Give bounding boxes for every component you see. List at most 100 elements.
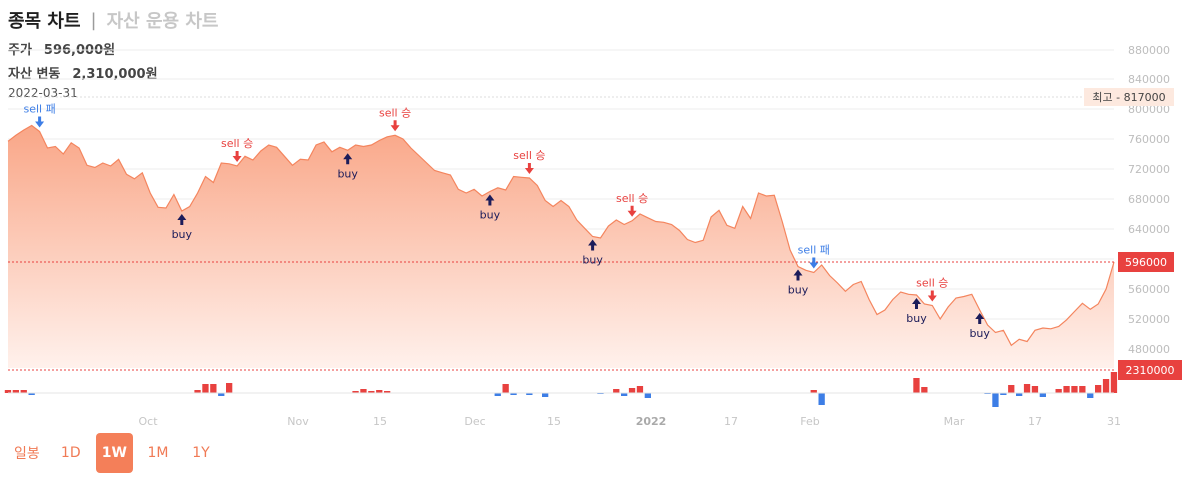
x-tick-label: Nov (287, 415, 309, 428)
x-tick-label: Feb (800, 415, 819, 428)
asset-bar (1095, 385, 1102, 393)
asset-bar (913, 378, 920, 393)
buy-marker-label: buy (788, 284, 809, 297)
tab-separator: | (90, 9, 97, 31)
tab-stock-chart[interactable]: 종목 차트 (8, 11, 81, 32)
asset-bar (526, 393, 533, 395)
asset-bar (542, 393, 549, 397)
sell-arrow-icon (809, 257, 819, 269)
x-tick-label: 15 (547, 415, 561, 428)
buy-marker-label: buy (337, 167, 358, 180)
asset-bar (1023, 384, 1031, 393)
buy-arrow-icon (975, 313, 985, 324)
y-tick-label: 720000 (1128, 163, 1170, 176)
buy-arrow-icon (343, 153, 353, 165)
asset-bar (194, 390, 201, 393)
sell-arrow-icon (232, 151, 242, 162)
y-tick-label: 800000 (1128, 103, 1170, 116)
asset-bar (636, 386, 644, 393)
asset-bar (218, 393, 225, 396)
price-chart[interactable]: 4800005200005600006000006400006800007200… (0, 0, 1194, 430)
sell-arrow-icon (35, 116, 45, 128)
asset-bar (210, 384, 217, 393)
buy-marker: buy (969, 313, 990, 340)
price-area (8, 125, 1114, 368)
asset-bar (1055, 389, 1062, 393)
asset-bar (4, 390, 12, 393)
asset-bar (921, 387, 928, 393)
period-button-1m[interactable]: 1M (147, 445, 169, 461)
asset-bar (1063, 386, 1070, 393)
sell-marker-label: sell 패 (23, 103, 55, 116)
asset-bar (992, 393, 999, 407)
asset-bar (1087, 393, 1094, 398)
asset-bar (226, 383, 233, 393)
current-price-label: 596000 (1125, 256, 1167, 269)
asset-bar (20, 390, 27, 393)
y-tick-label: 880000 (1128, 44, 1170, 57)
asset-bar (1000, 393, 1007, 395)
sell-marker-label: sell 승 (513, 149, 545, 162)
x-tick-label: 31 (1107, 415, 1121, 428)
period-button-1d[interactable]: 1D (60, 445, 81, 461)
buy-marker-label: buy (172, 228, 193, 241)
y-tick-label: 680000 (1128, 193, 1170, 206)
buy-marker: buy (788, 269, 809, 297)
asset-bar (202, 384, 209, 393)
sell-arrow-icon (627, 205, 637, 217)
y-tick-label: 520000 (1128, 313, 1170, 326)
asset-bar (1008, 385, 1015, 393)
sell-marker-label: sell 패 (798, 244, 830, 257)
asset-info: 자산 변동 2,310,000원 (8, 63, 158, 82)
asset-bar (1079, 386, 1086, 393)
asset-current-label: 2310000 (1126, 364, 1175, 377)
current-price-badge (1118, 252, 1174, 272)
sell-arrow-icon (524, 163, 534, 174)
buy-marker-label: buy (582, 254, 603, 267)
y-tick-label: 640000 (1128, 223, 1170, 236)
asset-bar (368, 391, 375, 393)
buy-arrow-icon (588, 239, 598, 251)
buy-marker: buy (337, 153, 358, 180)
tab-asset-chart[interactable]: 자산 운용 차트 (106, 11, 219, 32)
asset-bar (1031, 386, 1039, 393)
sell-marker: sell 승 (916, 277, 948, 302)
buy-marker-label: buy (969, 327, 990, 340)
sell-marker-label: sell 승 (221, 137, 253, 150)
asset-bar (384, 391, 391, 393)
buy-arrow-icon (485, 194, 495, 206)
buy-marker-label: buy (480, 209, 501, 222)
asset-bar (502, 384, 509, 393)
period-button-1w[interactable]: 1W (95, 433, 133, 473)
asset-bar (360, 389, 367, 393)
max-price-badge (1084, 88, 1174, 106)
chart-tabs: 종목 차트 | 자산 운용 차트 (8, 6, 219, 34)
asset-bar (644, 393, 651, 398)
asset-bar (621, 393, 628, 396)
period-button-1y[interactable]: 1Y (192, 445, 210, 461)
asset-bar (28, 393, 35, 395)
buy-arrow-icon (793, 269, 803, 281)
max-price-label: 최고 - 817000 (1092, 91, 1165, 104)
asset-bar (352, 391, 359, 393)
buy-marker: buy (480, 194, 501, 222)
x-tick-label: Mar (944, 415, 965, 428)
buy-marker: buy (906, 298, 927, 325)
asset-bar (510, 393, 517, 395)
x-tick-label: 2022 (636, 415, 667, 428)
period-button-daily[interactable]: 일봉 (14, 446, 40, 462)
asset-value: 2,310,000원 (72, 67, 158, 82)
x-tick-label: 17 (724, 415, 738, 428)
sell-marker: sell 승 (513, 149, 546, 174)
buy-marker: buy (582, 239, 603, 267)
buy-marker: buy (172, 214, 193, 241)
asset-bar (1110, 372, 1118, 393)
asset-bar (818, 393, 825, 405)
y-tick-label: 480000 (1128, 343, 1170, 356)
x-tick-label: 17 (1028, 415, 1042, 428)
asset-bar (1071, 386, 1078, 393)
y-tick-label: 560000 (1128, 283, 1170, 296)
sell-marker: sell 승 (221, 137, 253, 162)
x-tick-label: Oct (138, 415, 158, 428)
asset-bar (12, 390, 19, 393)
